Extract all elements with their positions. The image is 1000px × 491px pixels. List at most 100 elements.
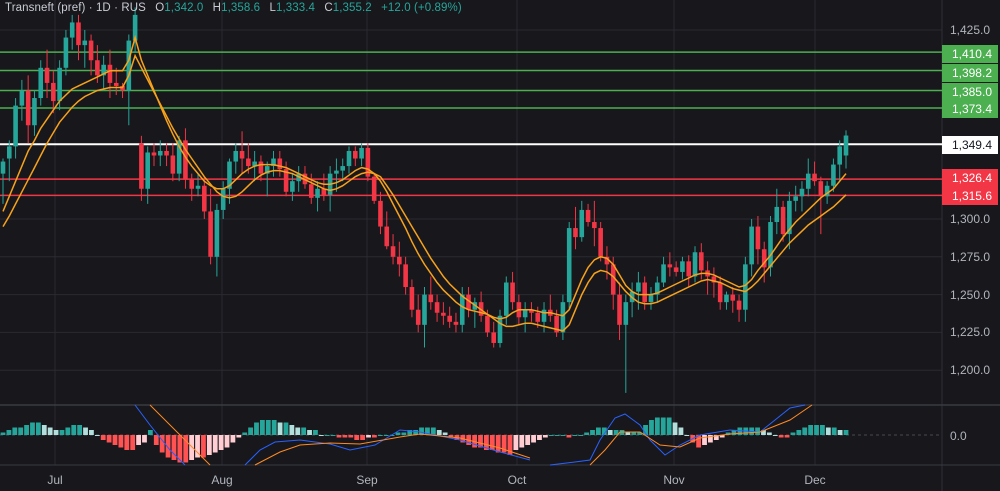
candle-body (195, 185, 201, 189)
candle-body (529, 309, 534, 313)
candle-body (610, 264, 616, 295)
macd-bar (584, 432, 590, 435)
macd-bar (377, 435, 383, 436)
macd-bar (106, 435, 112, 443)
candle-body (617, 294, 622, 325)
macd-line (549, 404, 806, 466)
macd-bar (702, 435, 707, 445)
candle-body (661, 264, 666, 283)
macd-bar (41, 425, 47, 435)
candle-body (503, 282, 509, 316)
macd-bar (448, 435, 454, 438)
candle-body (485, 315, 490, 333)
candle-body (774, 206, 780, 223)
candle-body (334, 170, 339, 174)
level-tag-support[interactable]: 1,326.4 (942, 169, 998, 187)
candle-body (308, 184, 314, 198)
macd-bar (831, 427, 837, 435)
macd-bar (236, 435, 242, 438)
candle-body (428, 294, 434, 303)
level-tag-resistance[interactable]: 1,398.2 (942, 64, 998, 82)
macd-bar (483, 435, 489, 450)
candle-body (724, 294, 729, 303)
level-tag-support[interactable]: 1,315.6 (942, 187, 998, 205)
candle-body (422, 294, 427, 325)
candle-body (654, 282, 660, 295)
macd-bar (354, 435, 360, 440)
candle-body (220, 188, 226, 210)
macd-bar (230, 435, 236, 443)
candle-body (592, 222, 597, 229)
candle-body (799, 188, 805, 197)
candle-body (176, 140, 182, 174)
macd-bar (531, 435, 536, 443)
macd-bar (436, 430, 442, 435)
macd-bar (171, 435, 177, 460)
open-key: O (155, 2, 165, 14)
macd-bar (277, 422, 283, 435)
candle-body (730, 294, 736, 301)
macd-bar (65, 427, 71, 435)
current-price-tag[interactable]: 1,349.4 (942, 136, 998, 154)
change-value: +12.0 (+0.89%) (381, 2, 462, 14)
candle-body (189, 179, 195, 189)
macd-bar (572, 435, 578, 436)
macd-bar (637, 432, 643, 435)
macd-bar (696, 435, 702, 448)
candle-body (214, 209, 220, 257)
candle-body (101, 64, 106, 76)
macd-bar (71, 425, 77, 435)
candle-body (51, 82, 56, 102)
price-tick: 1,275.0 (950, 250, 991, 264)
candle-body (642, 282, 647, 303)
candle-body (793, 196, 798, 201)
macd-bar (719, 435, 725, 438)
macd-bar (796, 430, 802, 435)
macd-bar (548, 435, 554, 436)
macd-bar (153, 435, 159, 445)
candle-body (843, 135, 849, 156)
candle-body (183, 140, 188, 180)
macd-bar (342, 435, 348, 438)
level-tag-resistance[interactable]: 1,410.4 (942, 45, 998, 63)
candle-body (497, 315, 503, 343)
candle-body (680, 261, 685, 272)
chart-legend: Transneft (pref) · 1D · RUS O1,342.0 H1,… (5, 2, 462, 14)
macd-bar (513, 435, 519, 450)
macd-bar (666, 417, 672, 435)
macd-bar (625, 432, 631, 435)
candle-body (95, 60, 100, 76)
macd-bar (248, 427, 253, 435)
macd-bar (596, 427, 601, 435)
macd-bar (808, 425, 814, 435)
time-tick: Nov (663, 473, 685, 487)
close-key: C (324, 2, 333, 14)
level-tag-resistance[interactable]: 1,385.0 (942, 83, 998, 101)
candle-body (283, 169, 289, 192)
macd-bar (613, 430, 619, 435)
candle-body (415, 309, 421, 325)
candle-body (566, 228, 572, 303)
macd-bar (814, 425, 819, 435)
candle-body (510, 282, 515, 303)
macd-bar (737, 427, 743, 435)
candle-body (352, 150, 358, 159)
macd-bar (53, 430, 59, 435)
macd-bar (678, 427, 684, 435)
candle-body (636, 282, 641, 292)
candle-body (44, 67, 50, 83)
macd-bar (649, 420, 654, 435)
candle-body (447, 315, 452, 322)
candle-body (761, 249, 767, 268)
candle-body (371, 176, 377, 201)
candle-body (208, 211, 213, 257)
candle-body (522, 309, 528, 318)
level-tag-resistance[interactable]: 1,373.4 (942, 100, 998, 118)
macd-bar (442, 432, 448, 435)
candle-body (409, 287, 415, 310)
candle-body (82, 40, 88, 46)
symbol-label: Transneft (pref) · 1D · RUS (5, 2, 146, 14)
macd-bar (130, 435, 136, 450)
candle-body (365, 147, 371, 177)
